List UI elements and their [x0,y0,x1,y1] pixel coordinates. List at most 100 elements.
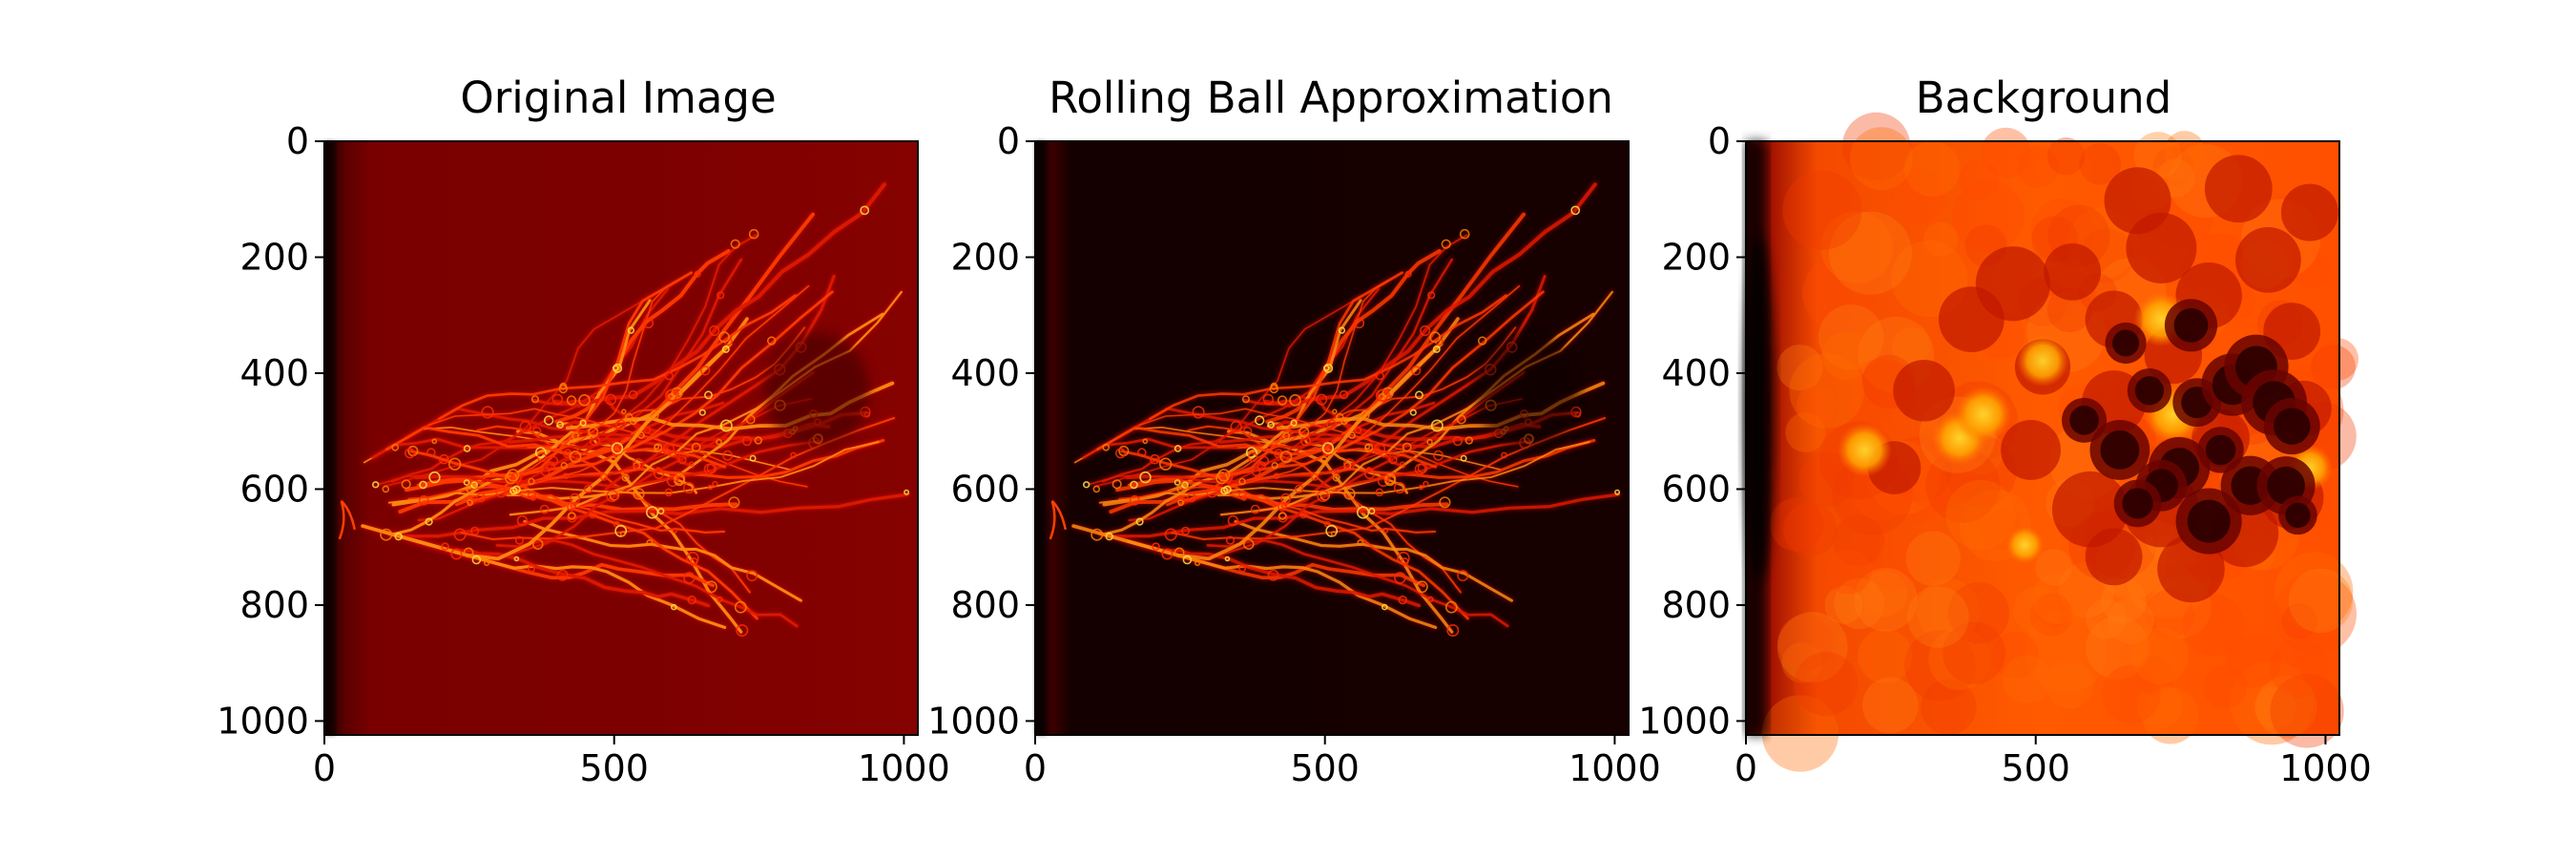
punctum [528,565,535,573]
punctum [615,419,627,430]
punctum [560,462,568,470]
punctum [1336,412,1344,422]
punctum [453,528,467,541]
punctum [1477,336,1487,346]
punctum [662,443,675,455]
punctum [1174,479,1181,486]
filament [1206,538,1509,628]
punctum [646,539,654,547]
filament [361,342,733,561]
punctum [734,600,747,614]
punctum [1217,469,1231,482]
dark-blob-core [2285,502,2311,529]
mottle [1820,211,1893,283]
mottle [2079,143,2122,185]
punctum [1423,480,1429,488]
punctum [556,569,569,581]
y-tick-label: 400 [239,352,309,394]
punctum [1433,450,1444,461]
punctum [1332,473,1340,482]
punctum [1227,514,1239,527]
punctum [730,239,740,249]
punctum [528,477,535,486]
filament [1118,284,1521,500]
punctum [510,471,523,484]
punctum [1373,448,1381,455]
punctum [509,487,518,495]
punctum [1460,454,1467,462]
punctum [1365,467,1372,473]
image-rolling-ball [1035,141,1629,735]
punctum [519,420,531,433]
punctum [1409,409,1417,416]
filament [1138,408,1519,488]
edge-shadow [1744,236,1775,580]
mottle [2182,594,2245,657]
punctum [1282,431,1291,440]
background-blob [1893,359,1955,422]
punctum [664,488,674,497]
y-tick-label: 200 [1661,236,1731,278]
punctum [380,528,393,541]
punctum [1082,481,1091,489]
punctum [1221,471,1234,484]
filament [495,538,799,628]
punctum [1381,603,1388,611]
punctum [691,442,701,452]
punctum [1180,526,1191,535]
punctum [391,443,400,451]
filament [409,450,758,620]
punctum [467,499,473,507]
mottle [2274,572,2357,656]
punctum [688,461,695,468]
punctum [1398,595,1407,605]
punctum [1501,451,1507,459]
punctum [1240,494,1248,501]
mottle [1794,652,1859,717]
punctum [1354,318,1365,329]
x-tick-label: 1000 [858,747,950,789]
mottle [1992,631,2040,680]
filament [387,441,880,504]
punctum [1091,528,1104,541]
punctum [1181,481,1189,490]
dark-blob-core [2112,329,2140,357]
punctum [407,445,419,457]
punctum [1363,468,1376,480]
mottle [1826,549,1872,595]
punctum [578,393,591,407]
dark-blob-core [2069,406,2099,435]
punctum [1115,448,1127,459]
mottle [1959,158,2000,200]
filament [407,284,810,500]
punctum [1420,325,1431,337]
punctum [628,389,638,400]
punctum [671,387,683,399]
x-tick-label: 500 [579,747,649,789]
filament [1120,450,1469,620]
mottle [2086,616,2150,680]
filament [416,290,834,487]
filament [1095,426,1438,469]
punctum [1298,427,1310,438]
panel-title: Rolling Ball Approximation [1049,73,1613,123]
filament [455,271,694,507]
punctum [1417,463,1428,474]
punctum [690,557,698,566]
mottle [2269,638,2330,699]
punctum [450,548,463,560]
punctum [653,468,665,480]
mottle [1921,679,1977,735]
punctum [614,524,628,537]
mottle [1858,628,1913,684]
hotspot [2016,334,2069,388]
punctum [621,409,627,415]
punctum [605,393,617,406]
punctum [531,426,542,436]
mottle [1776,612,1848,683]
mottle [1917,578,1981,642]
mottle [1891,326,1931,367]
punctum [507,469,520,482]
punctum [1241,395,1250,404]
punctum [1441,239,1451,249]
